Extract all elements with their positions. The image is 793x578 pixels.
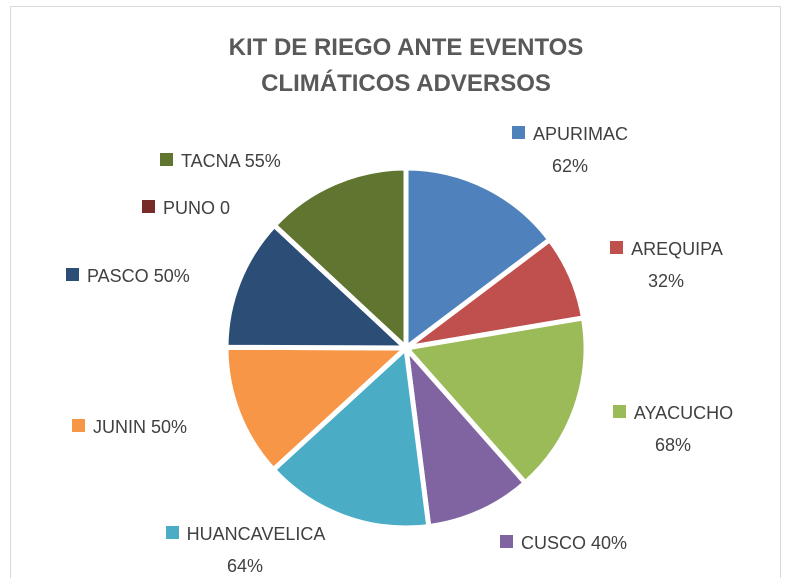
- legend-swatch: [160, 153, 173, 166]
- pie-slice: [401, 315, 589, 487]
- data-label: CUSCO 40%: [500, 527, 627, 559]
- category-label: APURIMAC: [532, 124, 628, 144]
- value-label: 68%: [654, 435, 692, 455]
- pie-slice: [270, 165, 409, 354]
- category-label: HUANCAVELICA: [186, 524, 325, 544]
- legend-swatch: [165, 526, 179, 539]
- data-label: AYACUCHO 68%: [598, 397, 748, 461]
- legend-swatch: [612, 405, 626, 418]
- data-label: PASCO 50%: [66, 260, 190, 292]
- data-label: AREQUIPA 32%: [596, 233, 736, 297]
- data-label: APURIMAC 62%: [505, 118, 635, 182]
- chart-title: KIT DE RIEGO ANTE EVENTOS CLIMÁTICOS ADV…: [228, 34, 584, 97]
- legend-swatch: [142, 200, 155, 213]
- pie-slice: [402, 340, 529, 530]
- value-label: 50%: [151, 417, 188, 437]
- legend-swatch: [72, 419, 85, 432]
- value-label: 32%: [647, 271, 685, 291]
- category-label: AREQUIPA: [631, 239, 722, 259]
- data-label: HUANCAVELICA 64%: [160, 518, 330, 578]
- category-label: CUSCO: [521, 533, 587, 553]
- value-label: 64%: [226, 556, 264, 576]
- value-label: 55%: [244, 151, 281, 171]
- legend-swatch: [500, 535, 513, 548]
- pie-slice: [223, 221, 413, 351]
- value-label: 50%: [153, 266, 190, 286]
- value-label: 62%: [551, 156, 589, 176]
- pie-slice: [269, 342, 432, 531]
- category-label: PASCO: [87, 266, 149, 286]
- chart-border: [10, 6, 781, 578]
- category-label: TACNA: [181, 151, 240, 171]
- category-label: AYACUCHO: [633, 403, 734, 423]
- value-label: 0: [220, 198, 231, 218]
- pie-slice: [223, 344, 413, 474]
- legend-swatch: [610, 241, 624, 254]
- data-label: JUNIN 50%: [72, 411, 187, 443]
- data-label: TACNA 55%: [160, 145, 281, 177]
- data-label: PUNO 0: [142, 192, 230, 224]
- legend-swatch: [66, 268, 79, 281]
- pie-slice: [403, 165, 554, 354]
- category-label: PUNO: [163, 198, 216, 218]
- value-label: 40%: [591, 533, 628, 553]
- category-label: JUNIN: [93, 417, 146, 437]
- legend-swatch: [511, 126, 525, 139]
